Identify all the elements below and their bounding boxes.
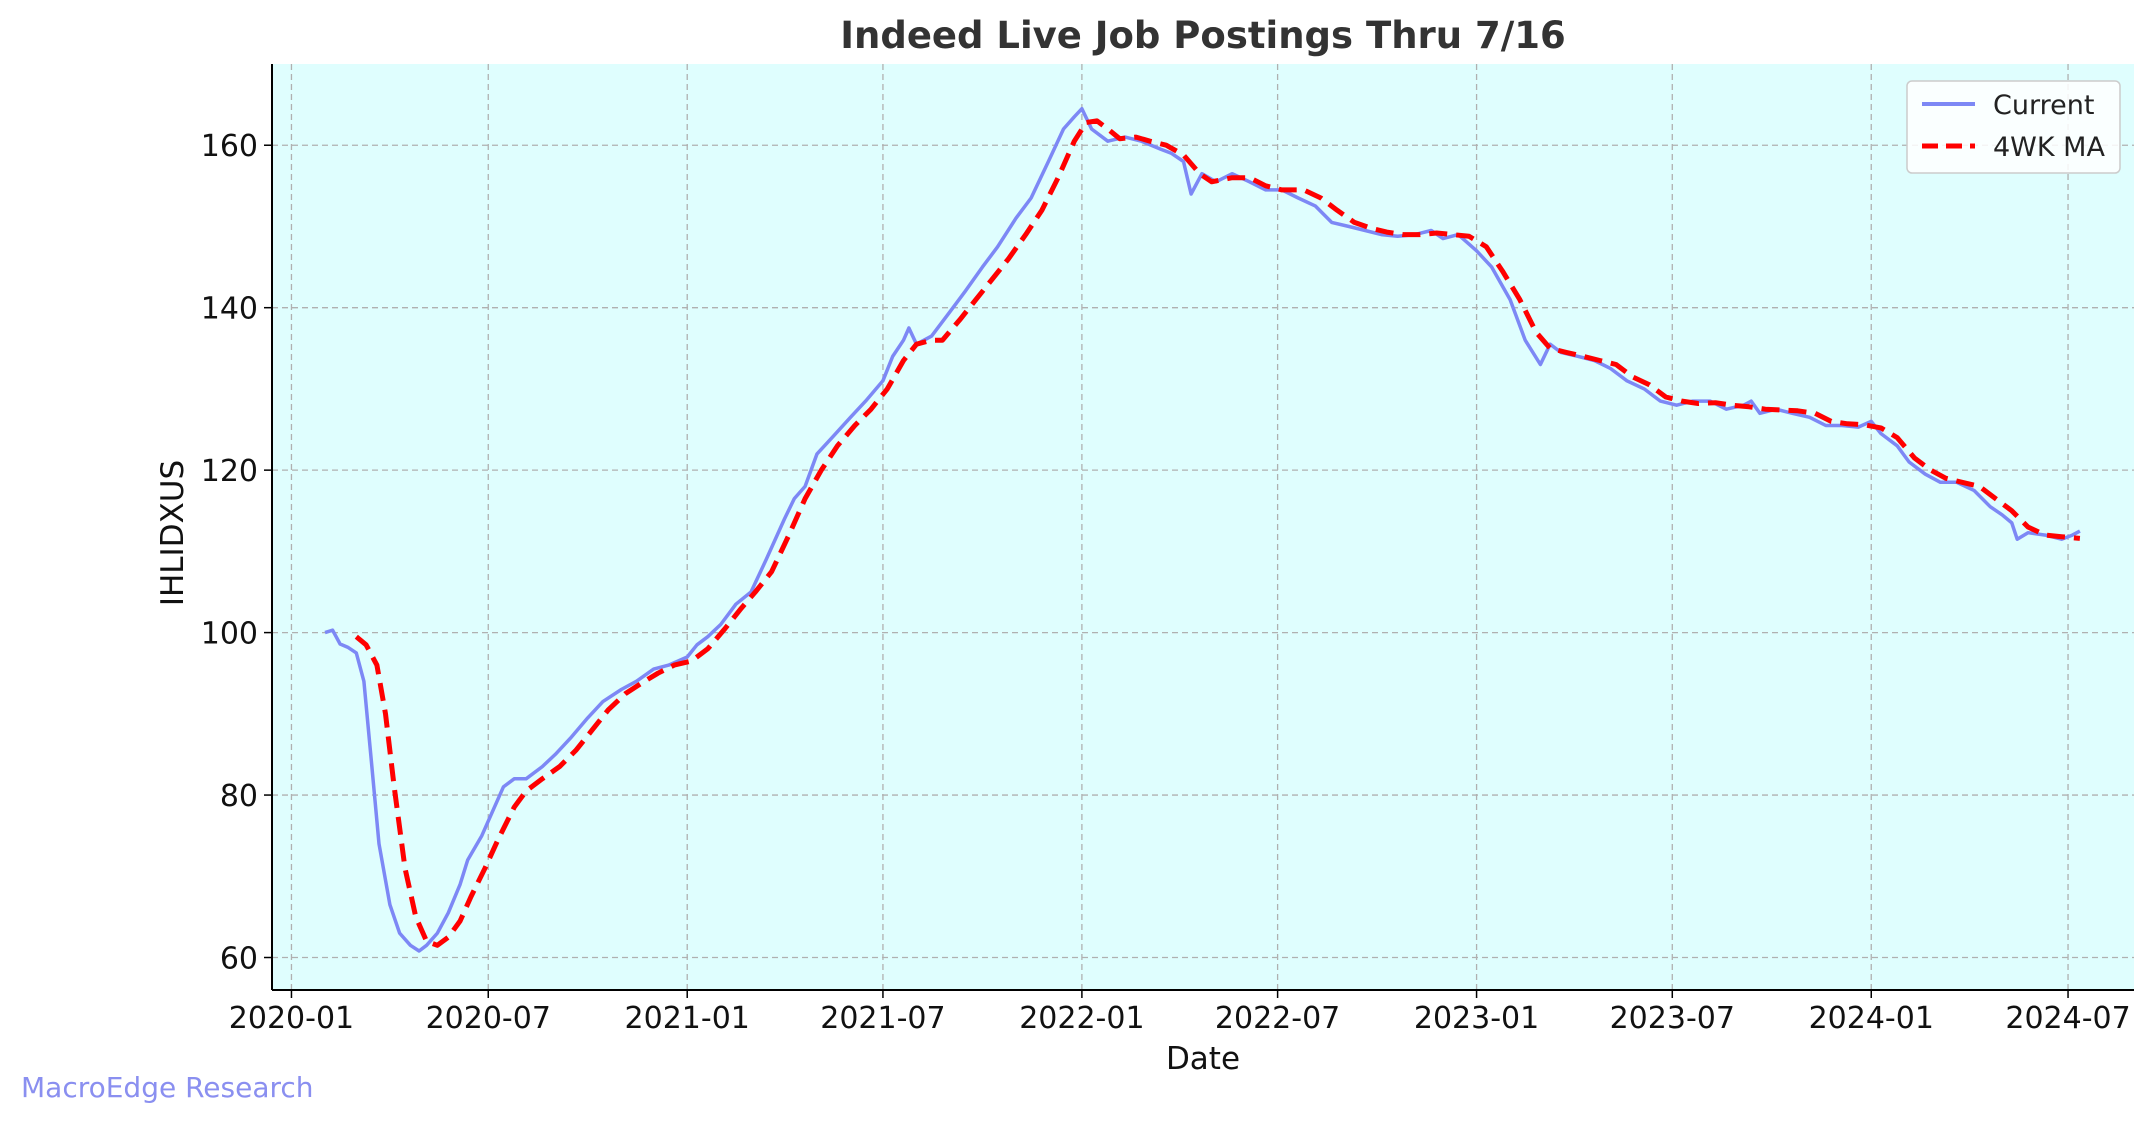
y-axis-label: IHLIDXUS [155,460,191,606]
x-tick-label: 2020-01 [229,1001,354,1036]
x-tick-label: 2022-01 [1019,1001,1144,1036]
y-tick-label: 100 [201,617,258,652]
y-tick-label: 60 [220,942,258,977]
series-line-4wk-ma [354,118,2081,948]
y-tick-label: 160 [201,129,258,164]
grid [272,64,2134,990]
series-lines [324,106,2081,953]
legend: Current 4WK MA [1906,80,2121,174]
y-tick-label: 120 [201,454,258,489]
x-tick-label: 2022-07 [1215,1001,1340,1036]
x-tick-label: 2021-01 [625,1001,750,1036]
x-axis-label: Date [1166,1041,1240,1077]
x-tick-label: 2021-07 [820,1001,945,1036]
plot-background [272,64,2134,990]
watermark: MacroEdge Research [21,1071,314,1104]
legend-label-current: Current [1993,90,2094,121]
y-tick-label: 80 [220,779,258,814]
x-tick-label: 2020-07 [426,1001,551,1036]
x-tick-label: 2024-07 [2005,1001,2130,1036]
axes: 2020-01 2020-07 2021-01 2021-07 2022-01 2022-… [201,64,2134,1036]
legend-label-4wk-ma: 4WK MA [1993,132,2105,163]
x-tick-label: 2023-01 [1414,1001,1539,1036]
chart-title: Indeed Live Job Postings Thru 7/16 [840,14,1566,57]
x-tick-label: 2023-07 [1610,1001,1735,1036]
x-tick-label: 2024-01 [1809,1001,1934,1036]
y-tick-label: 140 [201,292,258,327]
